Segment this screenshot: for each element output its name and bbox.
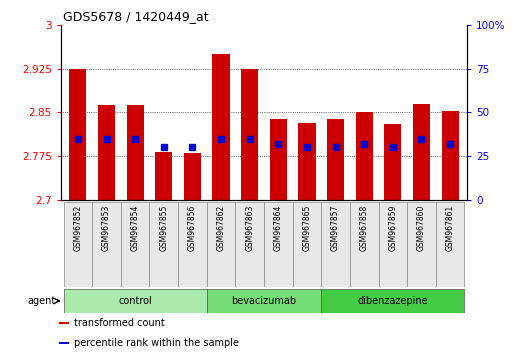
Text: GDS5678 / 1420449_at: GDS5678 / 1420449_at [63, 10, 209, 23]
Text: GSM967864: GSM967864 [274, 204, 283, 251]
Bar [235, 202, 264, 287]
Text: percentile rank within the sample: percentile rank within the sample [74, 338, 239, 348]
Text: GSM967856: GSM967856 [188, 204, 197, 251]
Text: GSM967863: GSM967863 [245, 204, 254, 251]
Bar [379, 202, 407, 287]
Bar [436, 202, 465, 287]
Bar [149, 202, 178, 287]
Bar [441, 111, 459, 200]
Bar [59, 322, 69, 324]
Bar [69, 69, 87, 200]
Bar [298, 123, 316, 200]
Bar [127, 105, 144, 200]
Bar [212, 54, 230, 200]
Text: GSM967855: GSM967855 [159, 204, 168, 251]
Bar [407, 202, 436, 287]
Bar [264, 202, 293, 287]
Text: GSM967853: GSM967853 [102, 204, 111, 251]
Text: GSM967859: GSM967859 [388, 204, 398, 251]
Bar [207, 202, 235, 287]
Text: GSM967857: GSM967857 [331, 204, 340, 251]
Bar [59, 342, 69, 344]
Bar [98, 105, 115, 200]
Text: GSM967854: GSM967854 [130, 204, 140, 251]
Text: control: control [118, 296, 152, 306]
Text: GSM967861: GSM967861 [446, 204, 455, 251]
Bar [356, 113, 373, 200]
Text: bevacizumab: bevacizumab [231, 296, 297, 306]
Bar [155, 152, 172, 200]
Bar [63, 289, 207, 313]
Bar [270, 119, 287, 200]
Bar [321, 202, 350, 287]
Bar [207, 289, 321, 313]
Bar [92, 202, 121, 287]
Text: GSM967860: GSM967860 [417, 204, 426, 251]
Text: GSM967865: GSM967865 [303, 204, 312, 251]
Bar [241, 69, 258, 200]
Bar [413, 104, 430, 200]
Text: GSM967862: GSM967862 [216, 204, 225, 251]
Text: GSM967852: GSM967852 [73, 204, 82, 251]
Bar [184, 153, 201, 200]
Text: transformed count: transformed count [74, 319, 164, 329]
Text: GSM967858: GSM967858 [360, 204, 369, 251]
Bar [384, 124, 401, 200]
Bar [63, 202, 92, 287]
Bar [178, 202, 207, 287]
Bar [321, 289, 465, 313]
Text: agent: agent [27, 296, 55, 306]
Bar [293, 202, 321, 287]
Text: dibenzazepine: dibenzazepine [357, 296, 428, 306]
Bar [121, 202, 149, 287]
Bar [350, 202, 379, 287]
Bar [327, 119, 344, 200]
